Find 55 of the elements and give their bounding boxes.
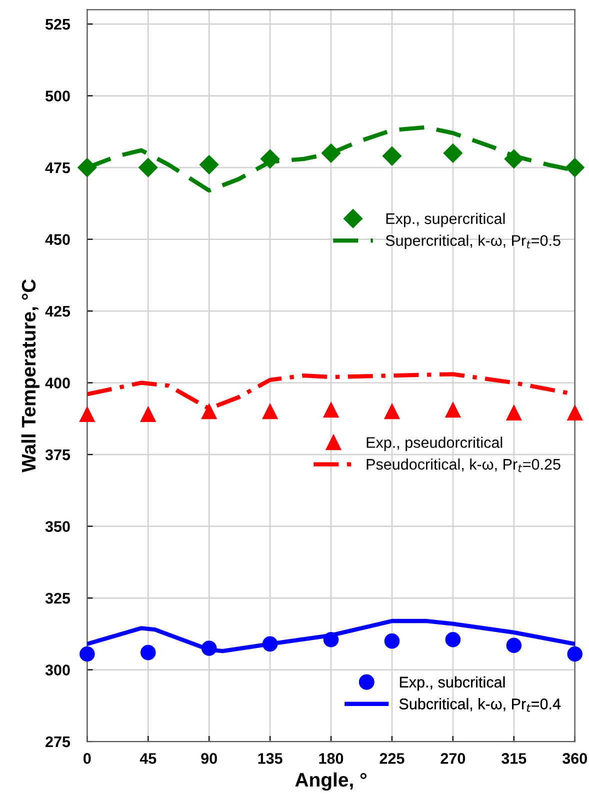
y-tick-label: 325 — [45, 592, 70, 604]
x-tick-label: 360 — [562, 753, 587, 764]
y-tick-label: 525 — [45, 18, 70, 30]
point — [140, 406, 156, 422]
y-tick-label: 375 — [45, 449, 70, 460]
point — [200, 155, 219, 174]
y-tick-label: 475 — [45, 162, 70, 174]
point — [80, 646, 95, 662]
legend-label: Exp., pseudorcritical — [366, 436, 502, 451]
legend-label: Pseudocritical, k-ω, Pr$_{t}$=0.25 — [366, 458, 560, 472]
y-tick-label: 300 — [45, 664, 70, 676]
x-tick-label: 225 — [380, 753, 404, 764]
x-tick-label: 0 — [84, 753, 91, 764]
point — [506, 638, 522, 654]
x-tick-label: 45 — [140, 753, 156, 764]
point — [201, 640, 217, 656]
point — [323, 402, 339, 418]
legend-label: Exp., supercritical — [386, 212, 505, 228]
point — [565, 158, 584, 178]
point — [567, 405, 583, 421]
x-axis-title: Angle, ° — [295, 772, 366, 791]
x-tick-label: 315 — [502, 753, 526, 764]
point — [260, 149, 280, 168]
point — [382, 146, 402, 166]
point — [445, 402, 461, 418]
x-tick-label: 90 — [201, 753, 217, 764]
x-tick-label: 180 — [319, 753, 344, 764]
point — [78, 158, 97, 178]
point — [138, 158, 158, 178]
point — [201, 404, 217, 420]
point — [321, 144, 341, 163]
legend-label: Supercritical, k-ω, Pr$_{t}$=0.5 — [386, 234, 560, 249]
y-tick-label: 500 — [45, 90, 70, 102]
x-tick-label: 135 — [258, 753, 282, 764]
legend-label: Exp., subcritical — [400, 676, 505, 691]
point — [262, 636, 278, 652]
y-tick-label: 450 — [45, 234, 70, 245]
y-tick-label: 275 — [46, 736, 70, 748]
y-tick-label: 350 — [45, 521, 70, 532]
point — [504, 149, 524, 168]
point — [80, 406, 95, 422]
y-axis-title: Wall Temperature, °C — [21, 279, 40, 472]
point — [445, 632, 461, 648]
point — [140, 644, 156, 660]
point — [506, 405, 522, 421]
x-tick-label: 270 — [440, 753, 466, 764]
y-tick-label: 400 — [45, 378, 70, 388]
point — [443, 144, 462, 163]
point — [567, 646, 583, 662]
point — [323, 632, 339, 648]
point — [384, 404, 400, 420]
y-tick-label: 425 — [45, 306, 70, 317]
point — [384, 633, 400, 649]
point — [262, 404, 278, 420]
legend-label: Subcritical, k-ω, Pr$_{t}$=0.4 — [399, 698, 561, 712]
